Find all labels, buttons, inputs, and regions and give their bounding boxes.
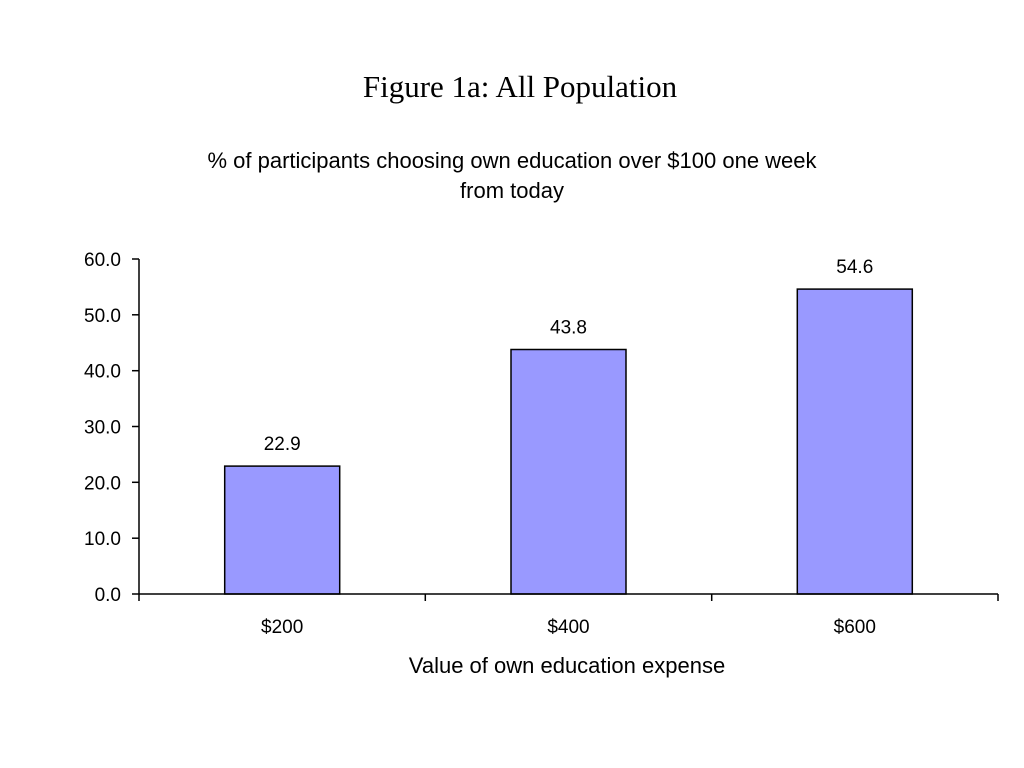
chart-title-line-2: from today <box>460 178 564 203</box>
figure-title: Figure 1a: All Population <box>362 69 678 104</box>
bar-group <box>223 288 914 595</box>
y-tick-label: 60.0 <box>84 250 121 271</box>
chart-title-line-1: % of participants choosing own education… <box>207 148 817 173</box>
x-axis-title: Value of own education expense <box>409 653 725 678</box>
y-tick-label: 40.0 <box>84 362 121 383</box>
data-label: 22.9 <box>264 434 301 455</box>
bar-200 <box>223 465 341 595</box>
data-label: 43.8 <box>550 318 587 339</box>
x-tick-label: $400 <box>547 617 589 638</box>
bar-400 <box>510 348 627 595</box>
data-label: 54.6 <box>836 257 873 278</box>
y-tick-label: 50.0 <box>84 306 121 327</box>
y-tick-label: 30.0 <box>84 418 121 439</box>
label-group: 22.9 $200 43.8 $400 54.6 $600 0.0 10.0 20.0 30.0 4… <box>84 250 876 638</box>
axes <box>132 258 999 601</box>
y-tick-label: 10.0 <box>84 529 121 550</box>
chart-title: % of participants choosing own education… <box>112 146 912 206</box>
bar-600 <box>796 288 914 595</box>
x-tick-label: $200 <box>261 617 303 638</box>
y-tick-label: 20.0 <box>84 473 121 494</box>
x-tick-label: $600 <box>834 617 876 638</box>
y-tick-label: 0.0 <box>95 585 121 606</box>
